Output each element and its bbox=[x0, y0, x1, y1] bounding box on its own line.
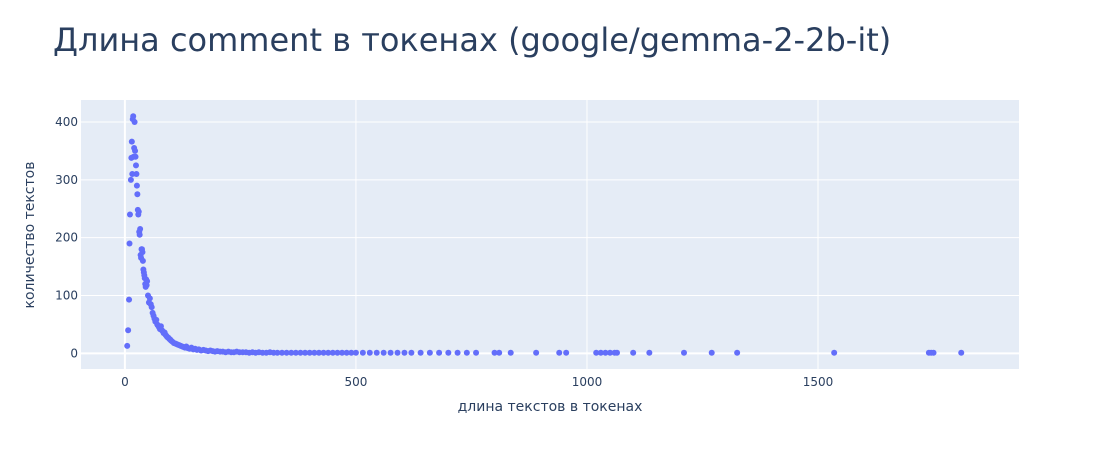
data-point bbox=[132, 147, 139, 154]
x-tick-label: 500 bbox=[344, 375, 367, 389]
data-point bbox=[602, 349, 609, 356]
data-point bbox=[366, 349, 373, 356]
x-tick-label: 0 bbox=[121, 375, 129, 389]
data-point bbox=[491, 349, 498, 356]
data-point bbox=[387, 349, 394, 356]
data-point bbox=[125, 327, 132, 334]
data-point bbox=[831, 349, 838, 356]
data-point bbox=[131, 118, 138, 125]
data-point bbox=[135, 208, 142, 215]
data-point bbox=[373, 349, 380, 356]
data-point bbox=[334, 349, 341, 356]
data-point bbox=[646, 349, 653, 356]
x-tick-label: 1000 bbox=[572, 375, 603, 389]
data-point bbox=[297, 349, 304, 356]
data-point bbox=[283, 349, 290, 356]
data-point bbox=[394, 349, 401, 356]
data-point bbox=[144, 278, 151, 285]
y-tick-label: 0 bbox=[70, 346, 78, 360]
data-point bbox=[133, 182, 140, 189]
data-point bbox=[311, 349, 318, 356]
data-points bbox=[124, 113, 965, 356]
data-point bbox=[306, 349, 313, 356]
data-point bbox=[279, 349, 285, 356]
data-point bbox=[445, 349, 452, 356]
data-point bbox=[133, 171, 140, 178]
data-point bbox=[930, 349, 937, 356]
data-point bbox=[352, 349, 359, 356]
data-point bbox=[315, 349, 322, 356]
data-point bbox=[288, 349, 295, 356]
data-point bbox=[556, 349, 563, 356]
data-point bbox=[507, 349, 514, 356]
data-point bbox=[597, 349, 604, 356]
data-point bbox=[681, 349, 687, 356]
y-axis-title: количество текстов bbox=[22, 162, 38, 309]
data-point bbox=[126, 296, 133, 303]
data-point bbox=[630, 349, 637, 356]
data-point bbox=[359, 349, 366, 356]
data-point bbox=[132, 153, 139, 160]
data-point bbox=[325, 349, 332, 356]
y-tick-label: 100 bbox=[55, 289, 78, 303]
data-point bbox=[134, 191, 141, 198]
data-point bbox=[153, 316, 160, 323]
data-point bbox=[343, 349, 350, 356]
data-point bbox=[593, 349, 600, 356]
data-point bbox=[417, 349, 424, 356]
y-tick-label: 200 bbox=[55, 231, 78, 245]
data-point bbox=[124, 342, 131, 349]
data-point bbox=[130, 113, 137, 120]
data-point bbox=[320, 349, 327, 356]
data-point bbox=[436, 349, 443, 356]
data-point bbox=[274, 349, 281, 356]
data-point bbox=[463, 349, 470, 356]
data-point bbox=[473, 349, 480, 356]
y-axis-ticks: 0 100 200 300 400 bbox=[55, 115, 78, 360]
data-point bbox=[126, 211, 133, 218]
data-point bbox=[132, 162, 139, 169]
data-point bbox=[496, 349, 503, 356]
grid bbox=[81, 100, 1019, 369]
data-point bbox=[137, 226, 144, 233]
data-point bbox=[614, 349, 620, 356]
y-tick-label: 400 bbox=[55, 115, 78, 129]
data-point bbox=[958, 349, 965, 356]
data-point bbox=[292, 349, 299, 356]
data-point bbox=[129, 171, 136, 178]
data-point bbox=[426, 349, 433, 356]
data-point bbox=[339, 349, 346, 356]
data-point bbox=[139, 257, 146, 264]
data-point bbox=[148, 304, 155, 311]
plot-area bbox=[81, 100, 1019, 369]
data-point bbox=[302, 349, 309, 356]
x-axis-ticks: 0 500 1000 1500 bbox=[121, 375, 833, 389]
data-point bbox=[454, 349, 461, 356]
data-point bbox=[127, 176, 134, 183]
data-point bbox=[533, 349, 540, 356]
data-point bbox=[139, 249, 146, 256]
data-point bbox=[126, 240, 133, 247]
data-point bbox=[708, 349, 715, 356]
data-point bbox=[146, 295, 153, 302]
data-point bbox=[408, 349, 415, 356]
data-point bbox=[734, 349, 741, 356]
data-point bbox=[563, 349, 570, 356]
data-point bbox=[128, 138, 135, 145]
data-point bbox=[136, 231, 143, 238]
chart-title: Длина comment в токенах (google/gemma-2-… bbox=[53, 21, 891, 59]
y-tick-label: 300 bbox=[55, 173, 78, 187]
x-tick-label: 1500 bbox=[803, 375, 834, 389]
data-point bbox=[348, 349, 355, 356]
x-axis-title: длина текстов в токенах bbox=[458, 399, 643, 415]
data-point bbox=[380, 349, 387, 356]
data-point bbox=[401, 349, 408, 356]
data-point bbox=[329, 349, 336, 356]
data-point bbox=[607, 349, 614, 356]
